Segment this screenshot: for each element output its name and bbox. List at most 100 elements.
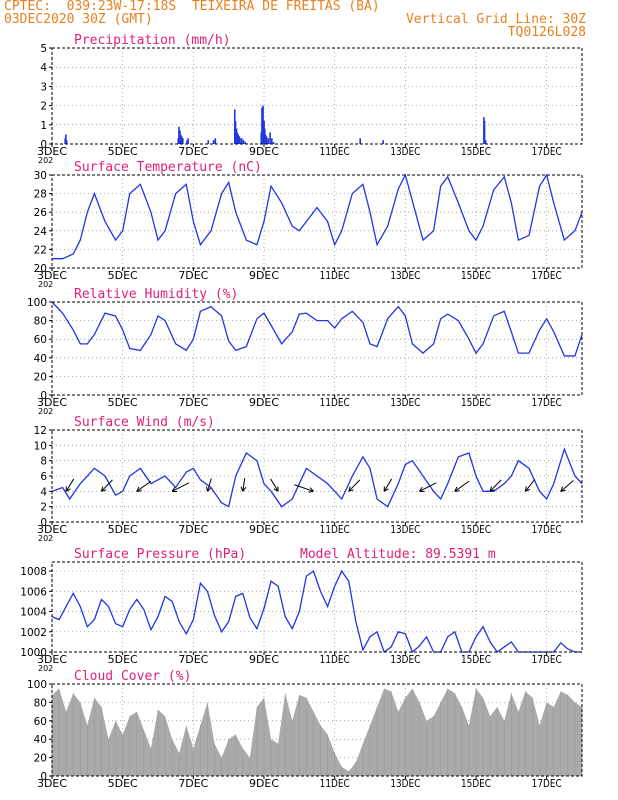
- precip-bar: [234, 120, 237, 144]
- y-tick-label: 4: [40, 486, 47, 498]
- x-tick-label: 9DEC: [249, 270, 279, 282]
- y-tick-label: 60: [34, 716, 47, 728]
- y-tick-label: 40: [34, 734, 47, 746]
- y-tick-label: 0: [40, 517, 47, 529]
- precip-bar: [244, 142, 247, 144]
- precip-bar: [239, 138, 241, 144]
- y-tick-label: 100: [27, 679, 47, 691]
- y-tick-label: 26: [34, 207, 48, 219]
- x-tick-label: 15DEC: [461, 397, 491, 409]
- x-tick-label: 5DEC: [108, 397, 138, 409]
- wind-arrow-head: [454, 486, 458, 492]
- x-axis-year-fragment: 202: [38, 280, 53, 289]
- wind-arrow: [348, 479, 361, 492]
- y-tick-label: 1002: [20, 627, 47, 639]
- wind-arrow-head: [205, 486, 208, 492]
- wind-arrow-head: [273, 488, 279, 492]
- x-tick-label: 7DEC: [178, 397, 208, 409]
- wind-arrow-head: [136, 486, 140, 492]
- wind-arrow: [383, 478, 393, 492]
- precip-bar: [484, 140, 487, 144]
- panel-frame: [51, 47, 583, 145]
- panel-3: 0 2 4 6 8 10 12 3DEC 5DEC 7DEC 9DEC 11DEC 13DEC 15DEC…: [34, 415, 583, 543]
- y-tick-label: 0: [40, 390, 47, 402]
- y-tick-label: 40: [34, 353, 47, 365]
- series-line: [51, 569, 582, 654]
- panel-title: Cloud Cover (%): [74, 669, 191, 684]
- x-tick-label: 3DEC: [37, 524, 67, 536]
- precip-bar: [261, 107, 263, 144]
- y-tick-label: 1004: [20, 607, 47, 619]
- precip-bar: [359, 138, 361, 144]
- panel-frame: [51, 301, 583, 396]
- x-tick-label: 5DEC: [108, 146, 138, 158]
- wind-arrow-head: [65, 488, 71, 492]
- x-tick-label: 17DEC: [532, 270, 562, 282]
- wind-arrow-head: [309, 487, 314, 492]
- y-tick-label: 28: [34, 189, 47, 201]
- precip-bar: [65, 140, 68, 144]
- y-tick-label: 2: [40, 101, 47, 113]
- precip-bar: [182, 138, 184, 144]
- x-tick-label: 17DEC: [532, 524, 562, 536]
- panel-frame: [51, 683, 583, 777]
- x-tick-label: 5DEC: [108, 654, 138, 666]
- wind-arrow-head: [207, 487, 212, 492]
- y-tick-label: 80: [34, 697, 47, 709]
- y-tick-label: 0: [40, 139, 47, 151]
- y-tick-label: 1: [40, 120, 47, 132]
- x-tick-label: 9DEC: [249, 146, 279, 158]
- precip-bar: [214, 138, 217, 144]
- x-tick-label: 11DEC: [320, 524, 350, 536]
- x-tick-label: 15DEC: [461, 654, 491, 666]
- x-tick-label: 3DEC: [37, 146, 67, 158]
- x-tick-label: 15DEC: [461, 524, 491, 536]
- wind-arrow-head: [383, 488, 389, 492]
- y-tick-label: 10: [34, 440, 47, 452]
- x-tick-label: 5DEC: [108, 524, 138, 536]
- wind-arrow: [171, 482, 190, 492]
- x-tick-label: 7DEC: [178, 778, 208, 790]
- panel-title: Surface Temperature (nC): [74, 160, 262, 175]
- wind-arrow-head: [560, 486, 564, 492]
- precip-bar: [271, 138, 273, 144]
- wind-arrow-head: [348, 489, 354, 492]
- panel-frame: [51, 561, 583, 653]
- panel-title: Surface Wind (m/s): [74, 415, 215, 430]
- x-tick-label: 7DEC: [178, 654, 208, 666]
- precip-bar: [187, 138, 189, 144]
- wind-arrow-head: [240, 486, 244, 492]
- wind-arrow: [270, 478, 279, 492]
- x-tick-label: 3DEC: [37, 654, 67, 666]
- precip-bar: [179, 134, 182, 144]
- cloud-area: [52, 688, 582, 776]
- x-tick-label: 13DEC: [390, 146, 420, 158]
- y-tick-label: 1000: [20, 647, 47, 659]
- x-tick-label: 11DEC: [320, 654, 350, 666]
- x-tick-label: 11DEC: [320, 778, 350, 790]
- wind-arrow: [419, 482, 437, 492]
- x-tick-label: 13DEC: [390, 270, 420, 282]
- x-tick-label: 17DEC: [532, 654, 562, 666]
- x-tick-label: 17DEC: [532, 397, 562, 409]
- y-tick-label: 12: [34, 425, 47, 437]
- precip-bar: [241, 138, 243, 144]
- precip-bar: [262, 105, 264, 144]
- wind-arrow-head: [100, 486, 104, 492]
- x-tick-label: 11DEC: [320, 397, 350, 409]
- panel-0: 0 1 2 3 4 5 3DEC 5DEC 7DEC 9DEC 11DEC 13DEC 15DEC 17D…: [37, 33, 583, 165]
- y-tick-label: 5: [40, 43, 47, 55]
- y-tick-label: 22: [34, 244, 47, 256]
- precip-bar: [180, 136, 183, 144]
- wind-arrow-head: [489, 489, 496, 492]
- y-tick-label: 20: [34, 753, 47, 765]
- panel-title: Relative Humidity (%): [74, 287, 238, 302]
- x-tick-label: 3DEC: [37, 397, 67, 409]
- wind-arrow: [525, 479, 536, 492]
- y-tick-label: 60: [34, 334, 47, 346]
- x-axis-year-fragment: 202: [38, 156, 53, 165]
- y-tick-label: 100: [27, 297, 47, 309]
- x-tick-label: 13DEC: [390, 778, 420, 790]
- x-tick-label: 9DEC: [249, 397, 279, 409]
- panel-2: 0 20 40 60 80 100 3DEC 5DEC 7DEC 9DEC 11DEC 13DEC 15…: [27, 287, 583, 416]
